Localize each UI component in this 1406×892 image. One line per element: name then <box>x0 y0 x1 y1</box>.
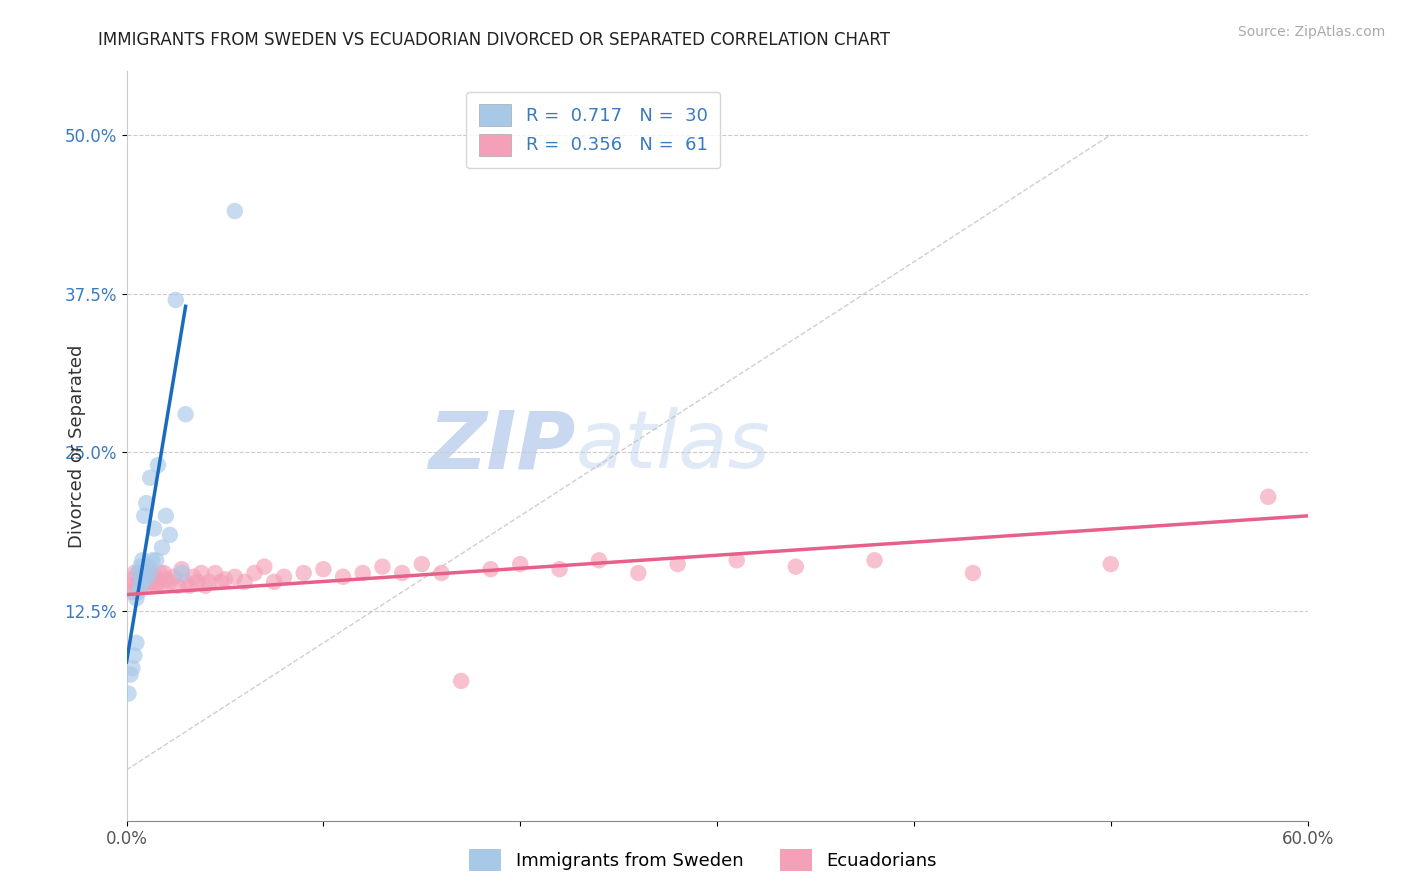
Point <box>141 574 163 589</box>
Point <box>127 566 149 580</box>
Point <box>134 566 156 580</box>
Point <box>139 471 162 485</box>
Point <box>131 579 153 593</box>
Point <box>174 574 197 589</box>
Point <box>121 661 143 675</box>
Point <box>224 204 246 219</box>
Point <box>134 508 156 523</box>
Point <box>243 566 266 580</box>
Point <box>127 566 149 580</box>
Point <box>233 574 256 589</box>
Point <box>166 579 188 593</box>
Point <box>186 574 208 589</box>
Point <box>253 559 276 574</box>
Point <box>125 591 148 606</box>
Point <box>214 572 236 586</box>
Point <box>124 648 146 663</box>
Point <box>170 566 193 580</box>
Point <box>145 579 167 593</box>
Point <box>332 570 354 584</box>
Point <box>125 579 148 593</box>
Point <box>548 562 571 576</box>
Text: atlas: atlas <box>575 407 770 485</box>
Point <box>121 585 143 599</box>
Point <box>129 572 152 586</box>
Point <box>120 572 142 586</box>
Point <box>136 559 159 574</box>
Point <box>627 566 650 580</box>
Point <box>124 566 146 580</box>
Text: ZIP: ZIP <box>427 407 575 485</box>
Point <box>143 570 166 584</box>
Point <box>509 557 531 571</box>
Point <box>170 562 193 576</box>
Point <box>430 566 453 580</box>
Point <box>179 579 201 593</box>
Point <box>131 553 153 567</box>
Point <box>153 566 176 580</box>
Point <box>135 572 157 586</box>
Point <box>145 553 167 567</box>
Point <box>204 566 226 580</box>
Point <box>785 559 807 574</box>
Point <box>183 570 205 584</box>
Point <box>136 579 159 593</box>
Point <box>209 574 232 589</box>
Point <box>139 566 162 580</box>
Point <box>149 566 172 580</box>
Point <box>163 570 186 584</box>
Point <box>174 407 197 421</box>
Point <box>371 559 394 574</box>
Point <box>352 566 374 580</box>
Point <box>120 667 142 681</box>
Point <box>129 579 152 593</box>
Point <box>190 566 212 580</box>
Text: IMMIGRANTS FROM SWEDEN VS ECUADORIAN DIVORCED OR SEPARATED CORRELATION CHART: IMMIGRANTS FROM SWEDEN VS ECUADORIAN DIV… <box>98 31 890 49</box>
Point <box>135 572 157 586</box>
Point <box>863 553 886 567</box>
Point <box>129 559 152 574</box>
Point <box>725 553 748 567</box>
Point <box>143 522 166 536</box>
Text: Divorced or Separated: Divorced or Separated <box>69 344 86 548</box>
Point <box>117 687 139 701</box>
Text: Source: ZipAtlas.com: Source: ZipAtlas.com <box>1237 25 1385 39</box>
Point <box>131 572 153 586</box>
Point <box>198 574 221 589</box>
Point <box>666 557 689 571</box>
Point <box>450 673 472 688</box>
Point <box>159 574 181 589</box>
Point <box>391 566 413 580</box>
Point <box>224 570 246 584</box>
Point <box>962 566 984 580</box>
Point <box>479 562 502 576</box>
Point <box>159 528 181 542</box>
Point <box>1257 490 1279 504</box>
Point <box>273 570 295 584</box>
Point <box>134 566 156 580</box>
Point <box>117 579 139 593</box>
Point <box>139 566 162 580</box>
Point <box>194 579 217 593</box>
Point <box>1099 557 1122 571</box>
Point <box>150 579 173 593</box>
Point <box>146 458 169 472</box>
Point <box>312 562 335 576</box>
Point <box>588 553 610 567</box>
Point <box>165 293 187 307</box>
Point <box>155 508 177 523</box>
Point <box>292 566 315 580</box>
Point <box>146 574 169 589</box>
Point <box>150 541 173 555</box>
Legend: R =  0.717   N =  30, R =  0.356   N =  61: R = 0.717 N = 30, R = 0.356 N = 61 <box>467 92 720 169</box>
Point <box>135 496 157 510</box>
Legend: Immigrants from Sweden, Ecuadorians: Immigrants from Sweden, Ecuadorians <box>461 842 945 879</box>
Point <box>127 585 149 599</box>
Point <box>155 572 177 586</box>
Point <box>125 636 148 650</box>
Point <box>411 557 433 571</box>
Point <box>141 553 163 567</box>
Point <box>263 574 285 589</box>
